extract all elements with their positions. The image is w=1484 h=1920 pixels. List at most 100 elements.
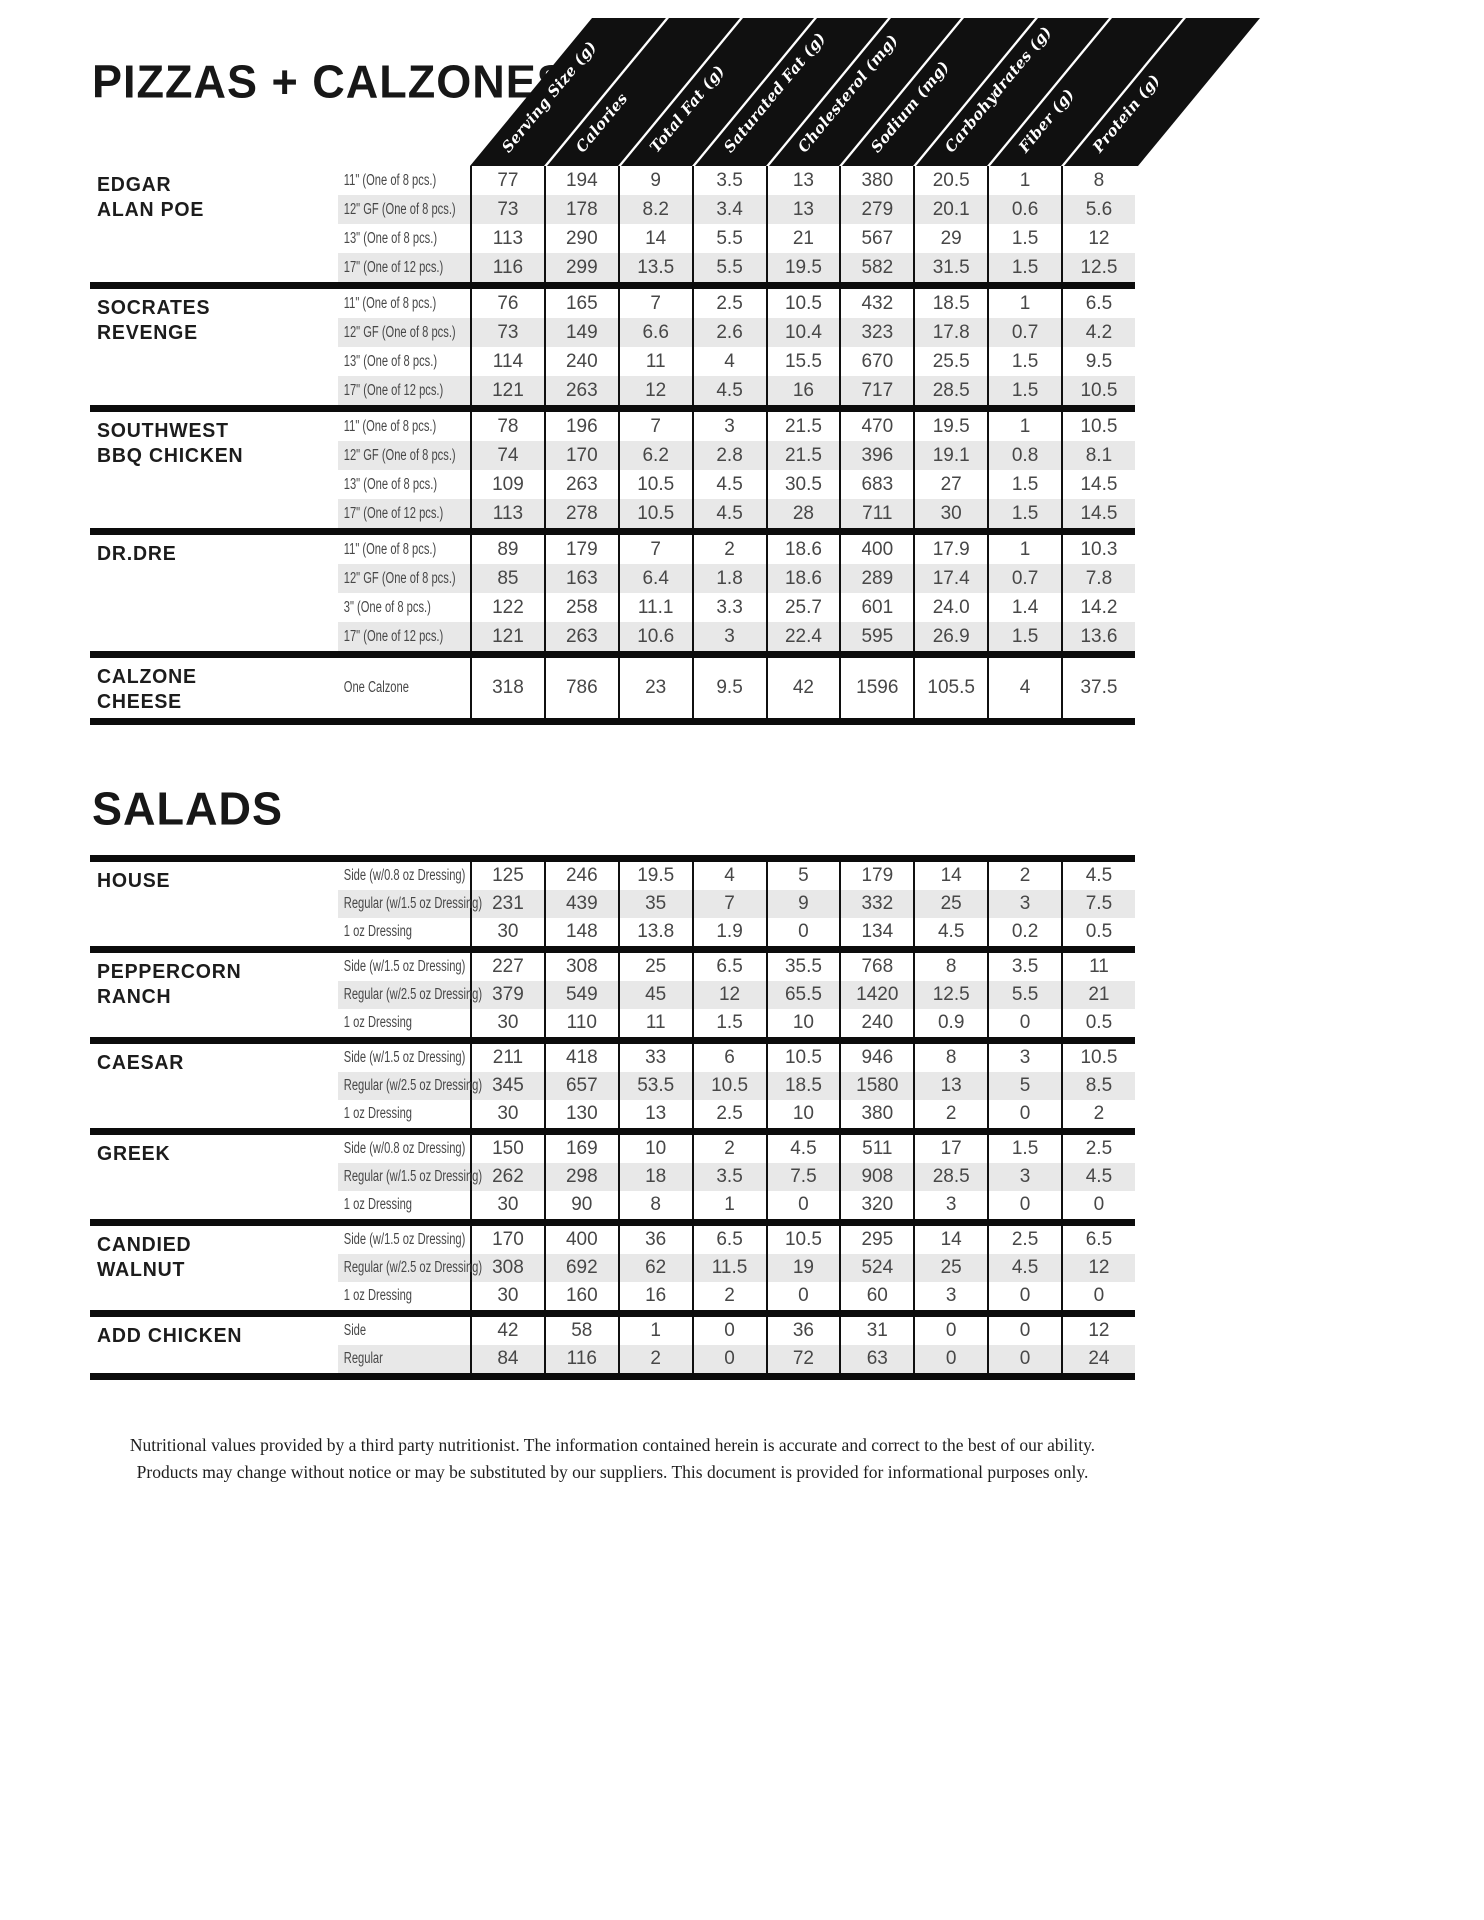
value-cell: 169	[543, 1135, 618, 1163]
value-cell: 1	[987, 289, 1061, 318]
table-row: 11" (One of 8 pcs.) 76 165 7 2.5 10.5 432 18.5 1…	[338, 289, 1135, 318]
value-cell: 2.5	[691, 1100, 766, 1128]
value-cell: 14.5	[1061, 499, 1135, 528]
value-cell: 11	[617, 347, 692, 376]
value-cell: 14.5	[1061, 470, 1135, 499]
menu-group: CANDIED WALNUT Side (w/1.5 oz Dressing) 17…	[90, 1226, 1135, 1317]
value-cell: 11.5	[691, 1254, 766, 1282]
value-cell: 246	[543, 862, 618, 890]
value-cell: 16	[765, 376, 840, 405]
row-label-text: 11" (One of 8 pcs.)	[343, 294, 437, 312]
value-cell: 42	[765, 658, 840, 718]
row-label-text: 12" GF (One of 8 pcs.)	[343, 569, 456, 587]
value-cell: 30	[470, 918, 544, 946]
value-cell: 17.9	[913, 535, 987, 564]
value-cell: 4	[691, 347, 766, 376]
value-cell: 1420	[839, 981, 913, 1009]
value-cell: 1.5	[691, 1009, 766, 1037]
value-cell: 13	[765, 195, 840, 224]
value-cell: 114	[470, 347, 544, 376]
group-rows: 11" (One of 8 pcs.) 78 196 7 3 21.5 470 19.5 1 10…	[338, 412, 1135, 528]
value-cell: 4.5	[691, 499, 766, 528]
value-cell: 432	[839, 289, 913, 318]
value-cell: 6.5	[691, 1226, 766, 1254]
value-cell: 0	[691, 1317, 766, 1345]
value-cell: 4	[987, 658, 1061, 718]
value-cell: 2	[691, 1135, 766, 1163]
table-row: Side (w/1.5 oz Dressing) 211 418 33 6 10.5 946…	[338, 1044, 1135, 1072]
value-cell: 289	[839, 564, 913, 593]
value-cell: 10.5	[1061, 1044, 1135, 1072]
value-cell: 786	[543, 658, 618, 718]
group-name: GREEK	[97, 1142, 171, 1166]
value-cell: 10.5	[1061, 376, 1135, 405]
value-cell: 11	[617, 1009, 692, 1037]
group-rows: 11" (One of 8 pcs.) 89 179 7 2 18.6 400 17.9 1 10…	[338, 535, 1135, 651]
value-cell: 7	[617, 535, 692, 564]
value-cell: 33	[617, 1044, 692, 1072]
row-label-text: 12" GF (One of 8 pcs.)	[343, 446, 456, 464]
value-cell: 4	[691, 862, 766, 890]
value-cell: 8	[913, 1044, 987, 1072]
value-cell: 21.5	[765, 441, 840, 470]
menu-group: ADD CHICKEN Side 42 58 1 0 36 31 0 0 12 Regular 84 11…	[90, 1317, 1135, 1380]
table-row: 1 oz Dressing 30 110 11 1.5 10 240 0.9 0 0.5	[338, 1009, 1135, 1037]
row-label-text: 1 oz Dressing	[343, 1014, 412, 1031]
disclaimer-line-2: Products may change without notice or ma…	[136, 1462, 1089, 1482]
value-cell: 1.5	[987, 347, 1061, 376]
value-cell: 258	[543, 593, 618, 622]
row-label: 17" (One of 12 pcs.)	[338, 253, 470, 282]
value-cell: 63	[839, 1345, 913, 1373]
value-cell: 18.6	[765, 564, 840, 593]
row-label: 13" (One of 8 pcs.)	[338, 347, 470, 376]
value-cell: 8	[913, 953, 987, 981]
value-cell: 37.5	[1061, 658, 1135, 718]
value-cell: 0	[765, 1282, 840, 1310]
value-cell: 2.5	[987, 1226, 1061, 1254]
value-cell: 211	[470, 1044, 544, 1072]
table-row: Side (w/0.8 oz Dressing) 125 246 19.5 4 5 179 1…	[338, 862, 1135, 890]
value-cell: 6.5	[691, 953, 766, 981]
value-cell: 717	[839, 376, 913, 405]
group-name: SOCRATES REVENGE	[97, 296, 211, 345]
diagonal-column-headers: Serving Size (g) Calories Total Fat (g) Sat…	[470, 18, 1260, 166]
value-cell: 8	[617, 1191, 692, 1219]
value-cell: 263	[543, 470, 618, 499]
value-cell: 0	[1061, 1191, 1135, 1219]
value-cell: 89	[470, 535, 544, 564]
value-cell: 279	[839, 195, 913, 224]
value-cell: 196	[543, 412, 618, 441]
value-cell: 1.9	[691, 918, 766, 946]
value-cell: 3.3	[691, 593, 766, 622]
row-label-text: Side (w/0.8 oz Dressing)	[343, 1140, 466, 1157]
row-label-text: 1 oz Dressing	[343, 923, 412, 940]
value-cell: 121	[470, 376, 544, 405]
row-label: Regular (w/2.5 oz Dressing)	[338, 1072, 482, 1100]
menu-group: EDGAR ALAN POE 11" (One of 8 pcs.) 77 194 9 3…	[90, 166, 1135, 289]
table-row: Side (w/1.5 oz Dressing) 170 400 36 6.5 10.5 2…	[338, 1226, 1135, 1254]
group-name: SOUTHWEST BBQ CHICKEN	[97, 419, 244, 468]
row-label-text: 1 oz Dressing	[343, 1105, 412, 1122]
value-cell: 65.5	[765, 981, 840, 1009]
value-cell: 380	[839, 1100, 913, 1128]
value-cell: 30	[470, 1191, 544, 1219]
value-cell: 30	[470, 1282, 544, 1310]
value-cell: 0.8	[987, 441, 1061, 470]
value-cell: 3	[913, 1191, 987, 1219]
value-cell: 3	[691, 412, 766, 441]
row-label: 17" (One of 12 pcs.)	[338, 376, 470, 405]
value-cell: 0.2	[987, 918, 1061, 946]
value-cell: 400	[543, 1226, 618, 1254]
value-cell: 320	[839, 1191, 913, 1219]
table-row: 1 oz Dressing 30 160 16 2 0 60 3 0 0	[338, 1282, 1135, 1310]
value-cell: 7.5	[765, 1163, 840, 1191]
value-cell: 1.5	[987, 253, 1061, 282]
row-label-text: Regular (w/2.5 oz Dressing)	[343, 986, 483, 1003]
value-cell: 295	[839, 1226, 913, 1254]
table-row: 12" GF (One of 8 pcs.) 73 149 6.6 2.6 10.4 323…	[338, 318, 1135, 347]
value-cell: 160	[543, 1282, 618, 1310]
value-cell: 28.5	[913, 376, 987, 405]
value-cell: 12	[1061, 1254, 1135, 1282]
value-cell: 170	[543, 441, 618, 470]
group-name: CALZONE CHEESE	[97, 665, 197, 714]
